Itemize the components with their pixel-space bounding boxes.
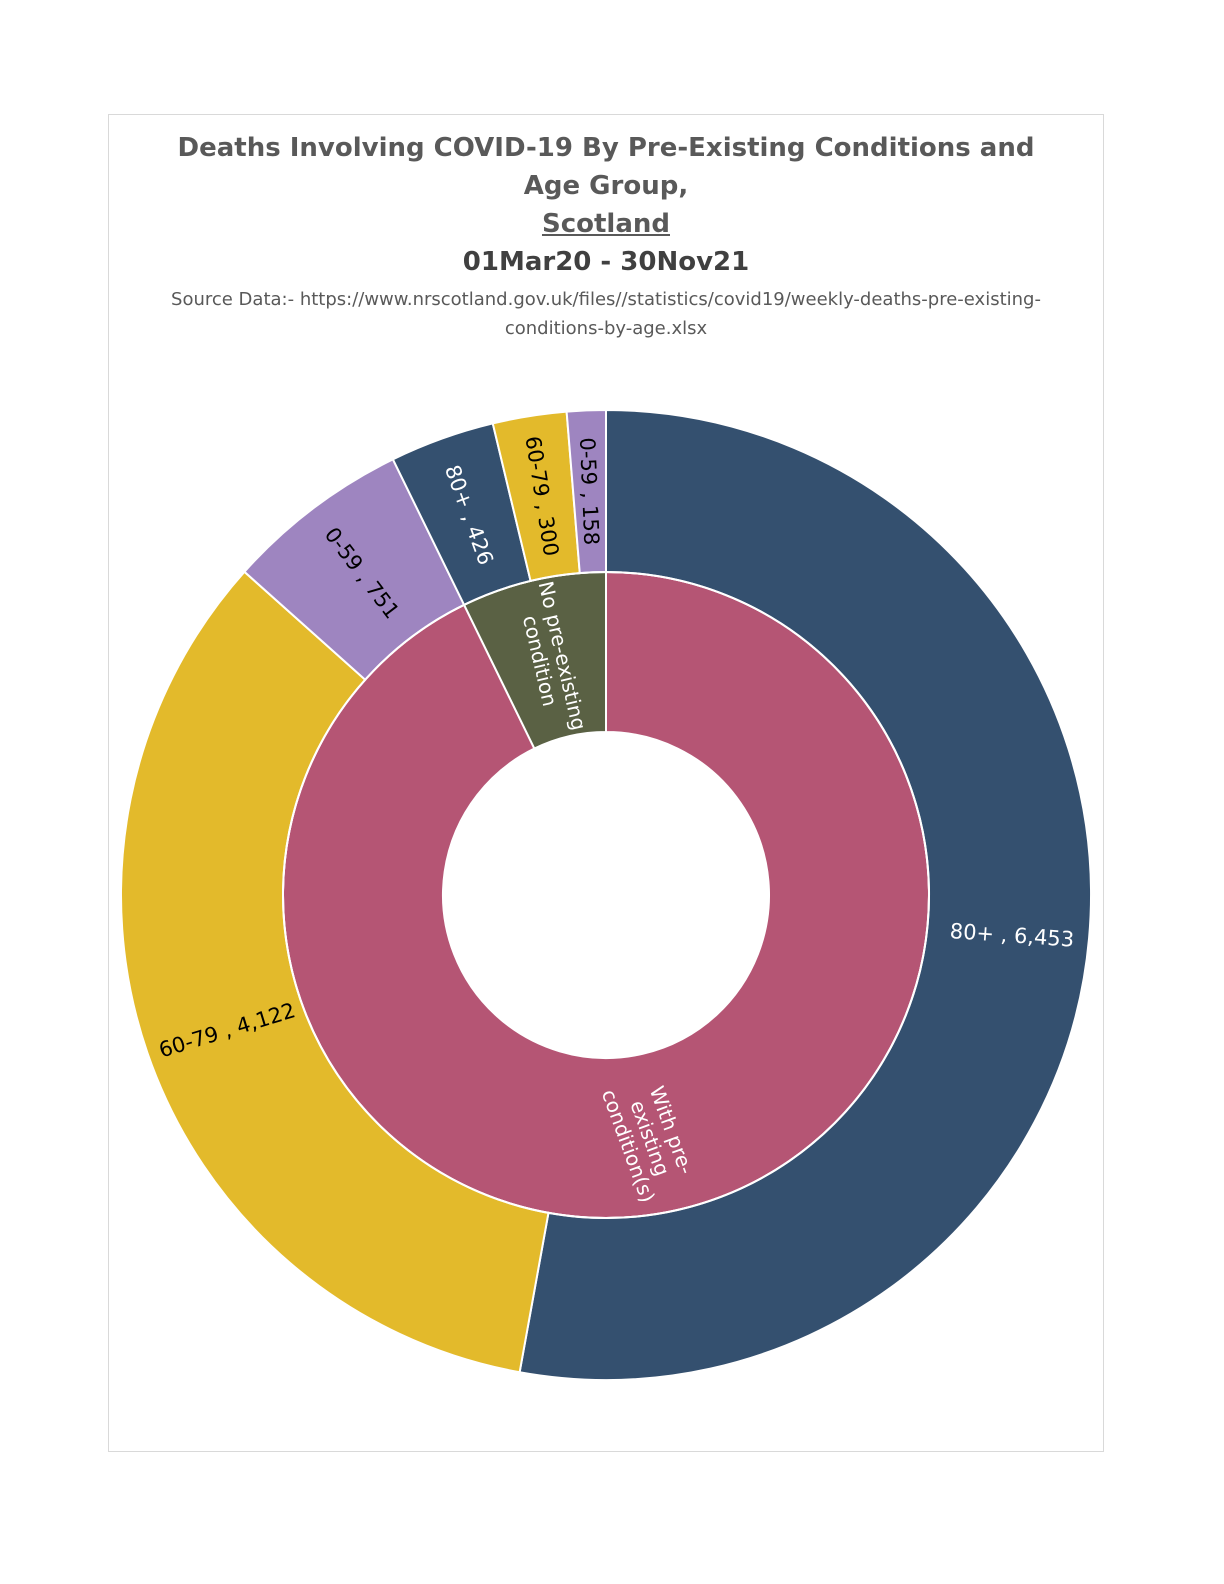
ring-separator [282,571,930,1219]
chart-location: Scotland [541,209,670,239]
chart-source: Source Data:- https://www.nrscotland.gov… [171,289,1041,339]
title-block: Deaths Involving COVID-19 By Pre-Existin… [109,129,1103,343]
chart-title: Deaths Involving COVID-19 By Pre-Existin… [177,133,1035,201]
outer-label-5: 0-59 , 158 [575,437,603,546]
chart-period: 01Mar20 - 30Nov21 [462,247,750,277]
